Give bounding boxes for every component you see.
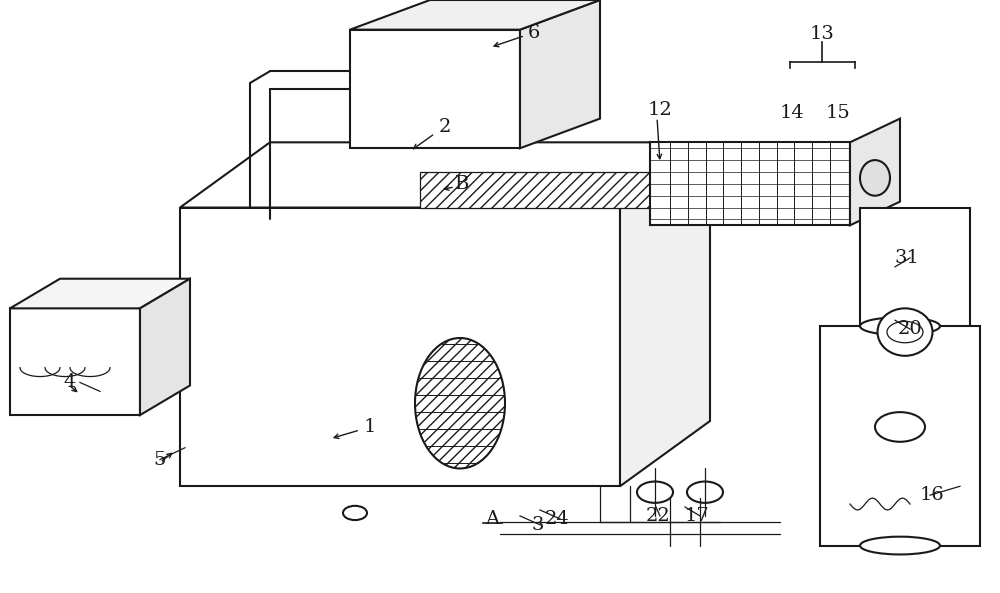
Text: 15: 15	[826, 104, 850, 122]
Ellipse shape	[860, 317, 940, 335]
Text: 24: 24	[545, 510, 569, 528]
Ellipse shape	[415, 338, 505, 468]
Circle shape	[343, 506, 367, 520]
Text: 4: 4	[64, 374, 76, 391]
Ellipse shape	[860, 537, 940, 554]
Polygon shape	[350, 30, 520, 148]
Polygon shape	[520, 0, 600, 148]
Polygon shape	[650, 142, 850, 225]
Text: 14: 14	[780, 104, 804, 122]
Text: 20: 20	[898, 320, 922, 338]
Text: 22: 22	[646, 507, 670, 525]
Text: 17: 17	[685, 507, 709, 525]
Text: 31: 31	[895, 249, 919, 267]
Ellipse shape	[860, 160, 890, 196]
Polygon shape	[10, 279, 190, 308]
Circle shape	[875, 412, 925, 442]
Polygon shape	[420, 172, 650, 208]
Polygon shape	[140, 279, 190, 415]
Text: 13: 13	[810, 25, 834, 43]
Circle shape	[637, 482, 673, 503]
Polygon shape	[180, 142, 710, 208]
Ellipse shape	[878, 308, 932, 356]
Polygon shape	[860, 208, 970, 385]
Text: A: A	[485, 510, 499, 528]
Text: 6: 6	[528, 24, 540, 42]
Text: 1: 1	[364, 418, 376, 436]
Text: 12: 12	[648, 101, 672, 119]
Polygon shape	[10, 308, 140, 415]
Text: B: B	[455, 175, 469, 193]
Text: 16: 16	[920, 486, 944, 504]
Polygon shape	[850, 119, 900, 225]
Text: 3: 3	[532, 516, 544, 534]
Polygon shape	[620, 142, 710, 486]
Circle shape	[687, 482, 723, 503]
Circle shape	[887, 321, 923, 343]
Polygon shape	[350, 0, 600, 30]
Text: 2: 2	[439, 119, 451, 136]
Text: 5: 5	[154, 451, 166, 468]
Polygon shape	[820, 326, 980, 546]
